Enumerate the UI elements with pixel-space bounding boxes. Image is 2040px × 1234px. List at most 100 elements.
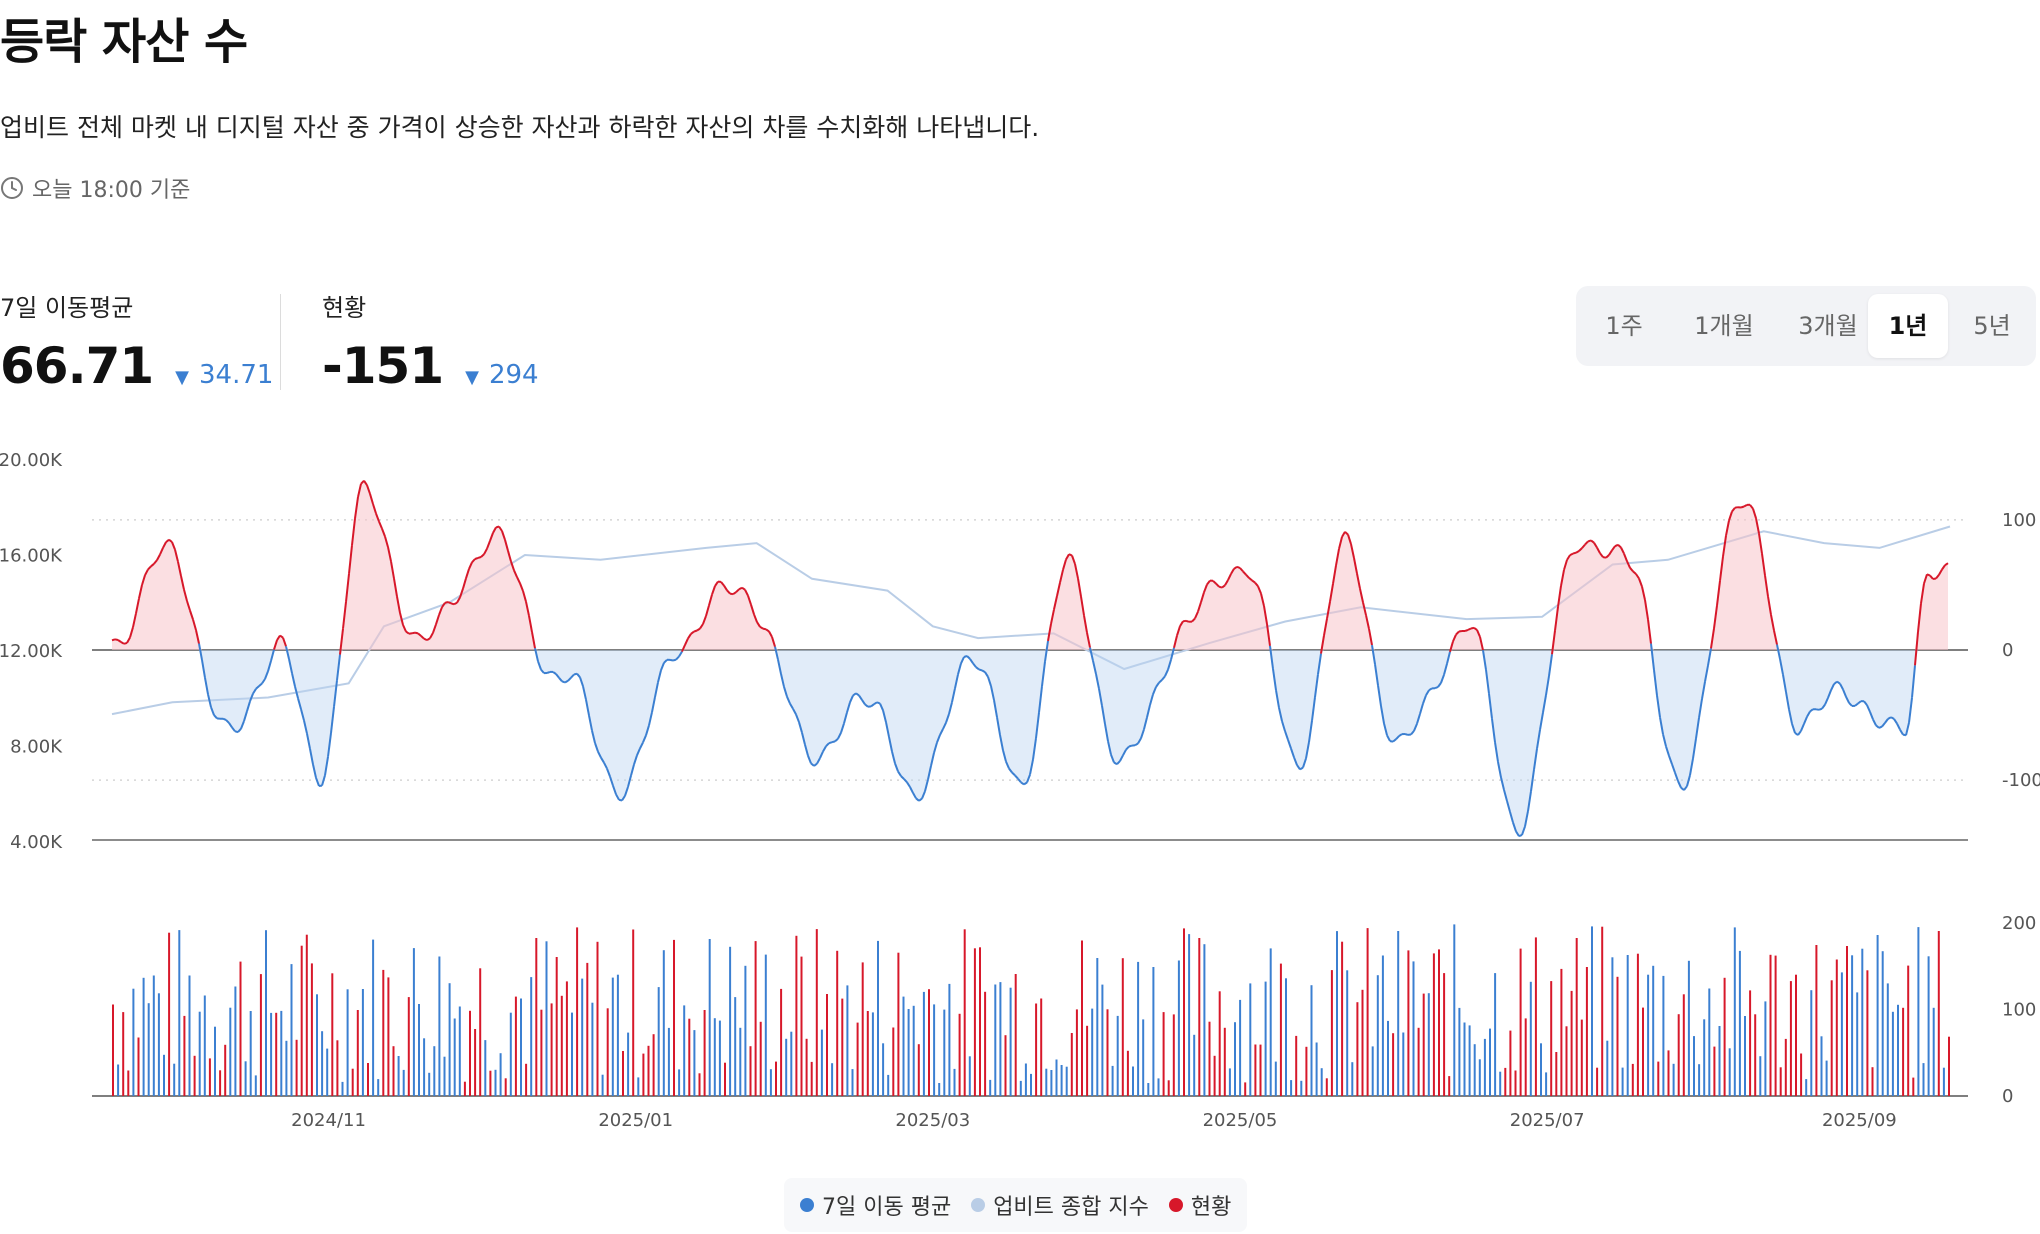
- ma7-segment: [1476, 629, 1481, 638]
- volume-bar: [989, 1079, 992, 1096]
- ma7-segment: [1596, 547, 1601, 554]
- ma7-segment: [1572, 551, 1577, 555]
- volume-bar: [1101, 984, 1104, 1096]
- volume-bar: [1060, 1065, 1063, 1096]
- ma7-segment: [501, 530, 506, 541]
- ma7-segment: [546, 670, 551, 674]
- ma7-segment: [1470, 626, 1475, 630]
- ma7-segment: [1497, 761, 1502, 778]
- ma7-segment: [936, 734, 941, 743]
- ma7-segment: [1191, 617, 1196, 623]
- ma7-segment: [804, 744, 809, 757]
- volume-bar: [428, 1072, 431, 1096]
- volume-bar: [1667, 1050, 1670, 1096]
- volume-bar: [1948, 1036, 1950, 1096]
- ma7-segment: [204, 677, 209, 695]
- ma7-segment: [1644, 599, 1649, 620]
- volume-bar: [1636, 953, 1639, 1096]
- ma7-segment: [1284, 730, 1289, 741]
- ma7-segment: [669, 658, 674, 662]
- volume-bar: [1866, 970, 1869, 1096]
- ma7-segment: [1098, 688, 1103, 706]
- ma7-segment: [294, 686, 299, 699]
- tab-3m[interactable]: 3개월: [1798, 312, 1858, 340]
- volume-bar: [1055, 1059, 1058, 1096]
- ma7-segment: [780, 673, 785, 688]
- tab-5y[interactable]: 5년: [1973, 312, 2011, 340]
- ma7-segment: [1881, 722, 1886, 728]
- ma7-segment: [1323, 618, 1328, 636]
- volume-bar: [1784, 1038, 1787, 1096]
- ma7-segment: [876, 701, 881, 705]
- ma7-segment: [1599, 552, 1604, 558]
- volume-bar: [555, 957, 558, 1096]
- tab-1y[interactable]: 1년: [1868, 294, 1948, 358]
- ma7-segment: [1443, 663, 1448, 676]
- volume-bar: [810, 1061, 813, 1096]
- volume-bar: [1922, 1063, 1925, 1096]
- ma7-segment: [1023, 781, 1028, 786]
- ma7-segment: [1293, 756, 1298, 766]
- volume-bar: [1652, 965, 1655, 1096]
- volume-bar: [214, 1026, 216, 1096]
- ma7-segment: [1677, 780, 1682, 789]
- volume-bar: [1733, 927, 1736, 1096]
- volume-bar: [606, 1008, 609, 1096]
- ma7-segment: [1404, 733, 1409, 736]
- left-axis-tick: 4.00K: [10, 832, 63, 853]
- ma7-segment: [1134, 742, 1139, 747]
- ma7-segment: [906, 781, 911, 788]
- ma7-segment: [261, 678, 266, 685]
- ma7-segment: [498, 525, 503, 532]
- ma7-segment: [555, 673, 560, 679]
- ma7-segment: [1302, 758, 1307, 768]
- ma7-segment: [1524, 810, 1529, 827]
- left-axis-tick: 8.00K: [10, 737, 63, 758]
- volume-bar: [1580, 1019, 1583, 1096]
- ma7-segment: [1719, 556, 1724, 581]
- volume-bar: [1891, 1011, 1894, 1096]
- ma7-segment: [1068, 553, 1073, 557]
- ma7-segment: [1005, 761, 1010, 769]
- ma7-segment: [297, 698, 302, 710]
- volume-bar: [769, 1069, 772, 1096]
- volume-bar: [1443, 973, 1446, 1096]
- ma7-segment: [456, 596, 461, 604]
- ma7-segment: [1710, 628, 1715, 649]
- legend-item-ma7[interactable]: 7일 이동 평균: [800, 1189, 951, 1221]
- ma7-segment: [528, 615, 533, 633]
- ma7-segment: [624, 786, 629, 797]
- volume-bar: [326, 1048, 329, 1096]
- ma7-segment: [1389, 740, 1394, 743]
- volume-bar: [1290, 1080, 1293, 1096]
- ma7-segment: [1740, 505, 1745, 509]
- ma7-segment: [819, 751, 824, 759]
- tab-1w[interactable]: 1주: [1605, 312, 1643, 340]
- ma7-segment: [1521, 826, 1526, 836]
- ma7-segment: [657, 670, 662, 683]
- volume-bar: [1545, 1072, 1548, 1096]
- ma7-segment: [339, 628, 344, 655]
- ma7-segment: [324, 756, 329, 776]
- volume-bar: [1045, 1068, 1048, 1096]
- volume-bar: [1591, 926, 1593, 1096]
- ma7-segment: [1674, 772, 1679, 782]
- tab-1m[interactable]: 1개월: [1694, 312, 1754, 340]
- volume-bar: [1417, 1027, 1420, 1096]
- ma7-segment: [420, 635, 425, 640]
- ma7-segment: [618, 798, 623, 802]
- volume-bar: [1387, 1020, 1389, 1096]
- legend-item-current[interactable]: 현황: [1168, 1189, 1231, 1221]
- volume-bar: [1070, 1033, 1073, 1096]
- ma7-segment: [1230, 568, 1235, 575]
- ma7-segment: [138, 584, 143, 599]
- ma7-segment: [810, 762, 815, 767]
- ma7-segment: [1797, 730, 1802, 736]
- volume-bar: [341, 1081, 344, 1096]
- ma7-segment: [738, 586, 743, 591]
- ma7-segment: [747, 595, 752, 606]
- ma7-segment: [222, 717, 227, 721]
- ma7-segment: [1653, 669, 1658, 696]
- ma7-segment: [513, 569, 518, 578]
- legend-item-index[interactable]: 업비트 종합 지수: [971, 1189, 1149, 1221]
